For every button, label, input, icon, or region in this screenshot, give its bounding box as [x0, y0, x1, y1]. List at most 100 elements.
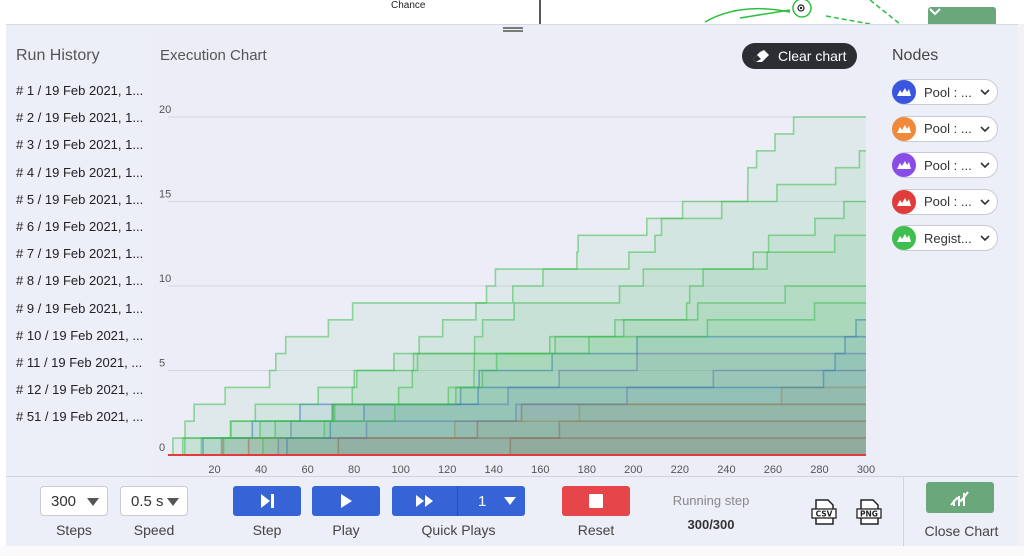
run-history-item[interactable]: # 2 / 19 Feb 2021, 1... — [16, 110, 144, 126]
series-area — [168, 404, 866, 455]
play-label: Play — [332, 522, 360, 538]
drag-handle[interactable] — [503, 26, 523, 34]
diagram-canvas[interactable]: Chance — [0, 0, 1024, 24]
play-icon — [341, 494, 352, 508]
quick-plays-label: Quick Plays — [421, 522, 496, 538]
x-tick-label: 60 — [301, 464, 313, 476]
x-tick-label: 80 — [348, 464, 360, 476]
node-chart-icon — [892, 116, 916, 141]
step-button[interactable] — [233, 486, 301, 516]
close-chart-label: Close Chart — [924, 523, 999, 539]
run-history: Run History # 1 / 19 Feb 2021, 1... # 2 /… — [10, 33, 152, 473]
x-tick-label: 140 — [485, 464, 503, 476]
series-area — [168, 336, 866, 455]
speed-label: Speed — [133, 522, 175, 538]
node-list: Pool : ... Pool : ... Pool : ... Pool : ...… — [882, 79, 1012, 251]
chevron-down-icon — [980, 198, 990, 205]
close-chart-button[interactable] — [926, 482, 994, 513]
fast-forward-icon — [415, 495, 433, 507]
run-history-item[interactable]: # 7 / 19 Feb 2021, 1... — [16, 246, 144, 262]
node-select[interactable]: Pool : ... — [892, 79, 998, 105]
run-history-item[interactable]: # 10 / 19 Feb 2021, ... — [16, 327, 144, 343]
x-tick-label: 160 — [531, 464, 549, 476]
chevron-down-icon — [980, 162, 990, 169]
node-chart-icon — [892, 153, 916, 177]
x-tick-label: 120 — [438, 464, 456, 476]
x-tick-label: 20 — [208, 464, 220, 476]
running-step-label: Running step — [672, 493, 750, 508]
x-tick-label: 300 — [857, 464, 875, 476]
node-label: Pool : ... — [924, 121, 972, 136]
speed-value: 0.5 s — [131, 492, 164, 510]
csv-file-icon: CSV — [811, 499, 837, 525]
run-history-item[interactable]: # 4 / 19 Feb 2021, 1... — [16, 164, 144, 180]
export-png-button[interactable]: PNG — [856, 499, 882, 525]
speed-select[interactable]: 0.5 s — [120, 486, 188, 516]
step-forward-icon — [261, 494, 274, 508]
series-line — [168, 200, 866, 456]
run-history-title: Run History — [16, 47, 100, 64]
chance-label: Chance — [391, 0, 426, 11]
run-history-item[interactable]: # 11 / 19 Feb 2021, ... — [16, 354, 143, 370]
nodes-title: Nodes — [892, 47, 939, 64]
steps-select[interactable]: 300 — [40, 486, 108, 516]
reset-button[interactable] — [562, 486, 630, 516]
node-label: Pool : ... — [924, 84, 972, 100]
series-area — [168, 353, 866, 455]
y-tick-label: 5 — [159, 358, 165, 370]
run-history-item[interactable]: # 6 / 19 Feb 2021, 1... — [16, 218, 144, 234]
chart-plot: 0 5 10 15 20 20 40 60 80 100 120 140 160 180 200 220 240… — [159, 104, 875, 476]
series-area — [168, 201, 866, 455]
collapse-panel-button[interactable] — [928, 7, 996, 24]
y-tick-label: 0 — [159, 442, 165, 454]
quick-plays-select[interactable]: 1 — [458, 486, 524, 516]
series-area — [168, 438, 866, 455]
run-history-item[interactable]: # 1 / 19 Feb 2021, 1... — [16, 83, 144, 98]
chevron-down-icon — [980, 89, 990, 96]
chevron-down-icon — [980, 235, 990, 242]
control-bar: 300 Steps 0.5 s Speed Step Play 1 Quick … — [6, 476, 1018, 547]
step-label: Step — [252, 522, 282, 538]
caret-down-icon — [504, 497, 516, 505]
svg-text:CSV: CSV — [816, 510, 833, 519]
node-select[interactable]: Pool : ... — [892, 152, 998, 178]
chart-icon — [950, 490, 969, 506]
png-file-icon: PNG — [856, 499, 882, 525]
series-line — [168, 403, 866, 456]
series-area — [168, 150, 866, 456]
play-button[interactable] — [312, 486, 380, 516]
reset-label: Reset — [577, 522, 615, 538]
export-csv-button[interactable]: CSV — [811, 499, 837, 525]
series-area — [168, 302, 866, 455]
run-history-item[interactable]: # 8 / 19 Feb 2021, 1... — [16, 273, 144, 289]
chart-panel: Run History # 1 / 19 Feb 2021, 1... # 2 /… — [6, 24, 1018, 477]
bottom-edge — [0, 546, 1024, 556]
run-history-item[interactable]: # 9 / 19 Feb 2021, 1... — [16, 300, 144, 316]
node-select[interactable]: Regist... — [892, 225, 998, 251]
running-step-value: 300/300 — [687, 517, 735, 532]
y-tick-label: 20 — [159, 104, 171, 116]
node-select[interactable]: Pool : ... — [892, 115, 998, 142]
clear-chart-label: Clear chart — [778, 48, 847, 64]
run-history-item[interactable]: # 5 / 19 Feb 2021, 1... — [16, 191, 144, 207]
execution-chart: Execution Chart Clear chart 0 5 10 15 20 20 40… — [153, 33, 880, 477]
run-history-list: # 1 / 19 Feb 2021, 1... # 2 / 19 Feb 2021… — [10, 77, 152, 430]
clear-chart-button[interactable]: Clear chart — [742, 43, 857, 69]
node-chart-icon — [892, 189, 916, 214]
run-history-item[interactable]: # 3 / 19 Feb 2021, 1... — [16, 137, 144, 153]
node-select[interactable]: Pool : ... — [892, 188, 998, 215]
run-history-item[interactable]: # 51 / 19 Feb 2021, ... — [16, 409, 144, 425]
x-tick-label: 240 — [717, 464, 735, 476]
quick-play-button[interactable] — [392, 486, 458, 516]
steps-value: 300 — [51, 492, 77, 510]
diagram-edges — [539, 0, 901, 24]
series-line — [168, 302, 866, 456]
chevron-down-icon — [929, 8, 941, 16]
svg-text:PNG: PNG — [860, 510, 878, 519]
x-tick-label: 200 — [624, 464, 642, 476]
y-tick-label: 10 — [159, 273, 171, 285]
run-history-item[interactable]: # 12 / 19 Feb 2021, ... — [16, 382, 144, 398]
node-label: Pool : ... — [924, 157, 972, 173]
chart-title: Execution Chart — [160, 47, 267, 64]
eraser-icon — [753, 50, 769, 62]
